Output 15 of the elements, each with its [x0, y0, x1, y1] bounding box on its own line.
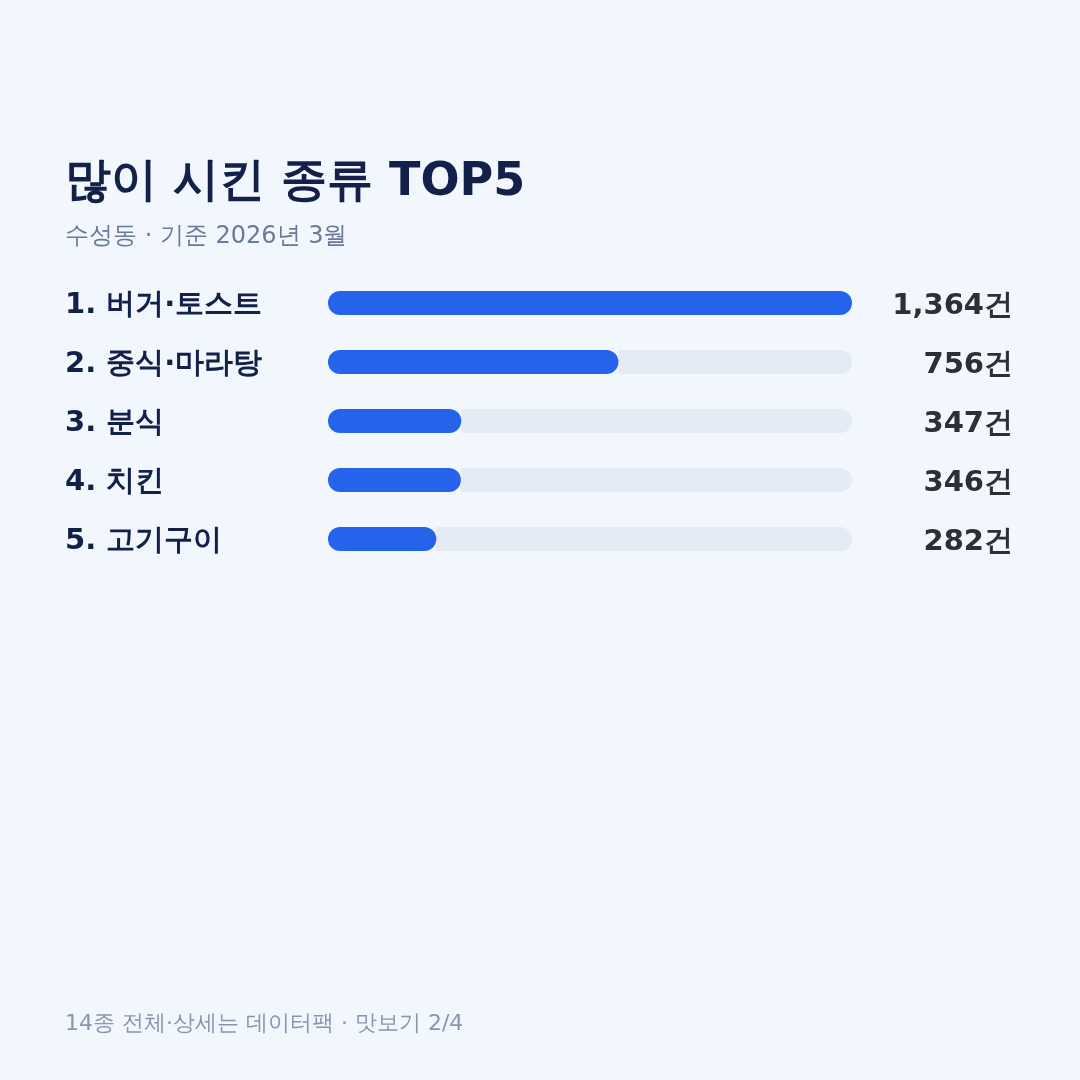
- text: 14종 전체·상세는 데이터팩 · 맛보기 2/4: [65, 1010, 464, 1035]
- chart-title: 많이 시킨 종류 TOP5: [65, 152, 526, 206]
- y-tick-label: 3. 분식: [65, 404, 165, 438]
- data-label: 756건: [923, 346, 1013, 380]
- data-label: 346건: [923, 464, 1013, 498]
- y-tick-label: 1. 버거·토스트: [65, 286, 263, 320]
- data-label: 1,364건: [892, 287, 1013, 321]
- y-tick-label: 5. 고기구이: [65, 522, 223, 556]
- chart-subtitle: 수성동 · 기준 2026년 3월: [65, 221, 348, 249]
- y-tick-label: 2. 중식·마라탕: [65, 345, 263, 379]
- data-label: 347건: [923, 405, 1013, 439]
- data-label: 282건: [923, 523, 1013, 557]
- bar: [328, 527, 437, 551]
- bar: [328, 291, 852, 315]
- y-tick-label: 4. 치킨: [65, 463, 165, 497]
